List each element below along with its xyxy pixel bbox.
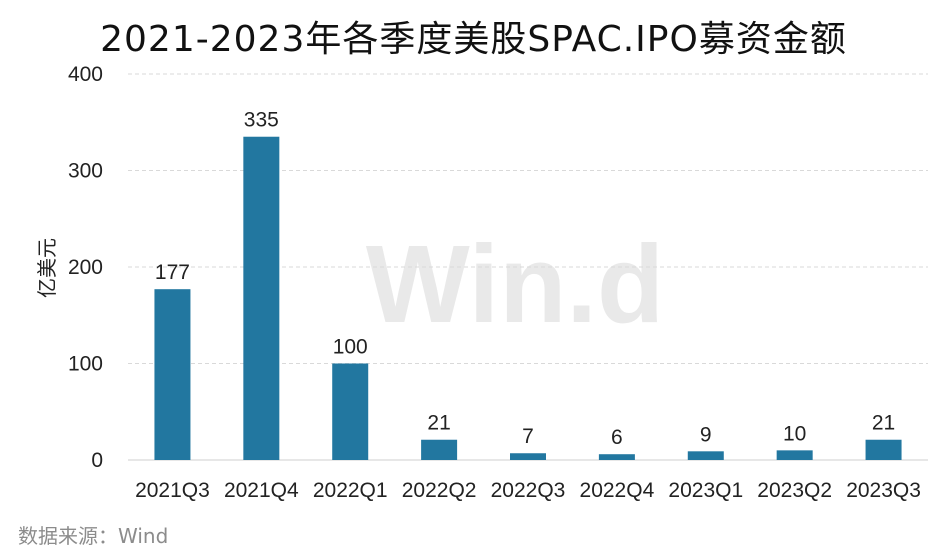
data-label: 21: [872, 412, 895, 435]
data-label: 7: [522, 425, 534, 448]
bar: [421, 439, 458, 460]
bar: [598, 454, 635, 460]
y-tick-label: 200: [68, 256, 103, 279]
data-label: 100: [333, 336, 368, 359]
x-tick-label: 2022Q2: [402, 479, 477, 502]
y-axis-ticks: 0 100 200 300 400: [68, 63, 103, 472]
x-tick-label: 2022Q4: [580, 479, 655, 502]
y-tick-label: 300: [68, 160, 103, 183]
x-tick-label: 2023Q2: [757, 479, 832, 502]
x-tick-label: 2021Q3: [135, 479, 210, 502]
data-label: 335: [244, 109, 279, 132]
x-tick-label: 2022Q1: [313, 479, 388, 502]
data-label: 6: [611, 426, 623, 449]
x-tick-label: 2022Q3: [491, 479, 566, 502]
watermark: Win.d: [366, 223, 664, 346]
bar: [243, 136, 280, 460]
data-label: 9: [700, 423, 712, 446]
y-tick-label: 100: [68, 353, 103, 376]
bars: 177 335 100 21 7 6 9 10 21: [154, 109, 902, 460]
x-tick-label: 2023Q3: [846, 479, 921, 502]
y-axis-label: 亿美元: [35, 238, 59, 298]
bar: [154, 289, 191, 460]
source-note: 数据来源：Wind: [18, 524, 169, 548]
x-tick-label: 2023Q1: [668, 479, 743, 502]
bar: [510, 453, 546, 460]
data-label: 177: [155, 261, 190, 284]
data-label: 10: [783, 422, 806, 445]
y-tick-label: 400: [68, 63, 103, 86]
data-label: 21: [427, 412, 450, 435]
y-tick-label: 0: [91, 449, 103, 472]
x-tick-label: 2021Q4: [224, 479, 299, 502]
bar: [687, 451, 724, 460]
x-axis-ticks: 2021Q3 2021Q4 2022Q1 2022Q2 2022Q3 2022Q4 2023…: [135, 479, 921, 502]
bar: [865, 439, 902, 460]
chart-title: 2021-2023年各季度美股SPAC.IPO募资金额: [100, 19, 847, 60]
bar: [776, 450, 813, 460]
bar: [332, 363, 369, 460]
